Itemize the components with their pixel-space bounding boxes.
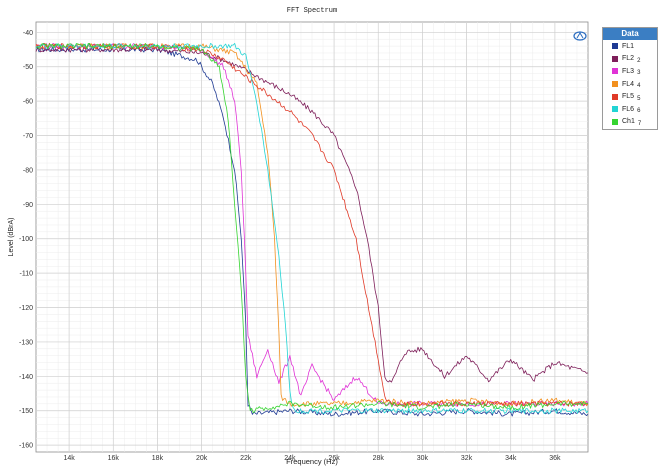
x-tick-label: 22k [240, 455, 252, 462]
legend-number: 3 [637, 70, 641, 77]
legend-number: 2 [637, 57, 641, 64]
x-tick-label: 16k [108, 455, 120, 462]
legend-number: 7 [637, 120, 642, 127]
legend-label: Ch1 [622, 118, 635, 126]
series-line-fl2 [35, 46, 589, 383]
legend-label: FL3 [622, 67, 635, 75]
legend-item[interactable]: FL3 3 [603, 65, 657, 78]
legend-item[interactable]: FL6 6 [603, 103, 657, 116]
legend-item[interactable]: Ch1 7 [603, 116, 657, 129]
x-tick-labels: 14k 16k 18k 20k 22k 24k 26k 28k 30k 32k 34k 36k [63, 455, 561, 462]
series-line-ch1 [35, 43, 589, 414]
y-tick-label: -80 [23, 167, 33, 174]
x-tick-label: 14k [63, 455, 75, 462]
y-tick-label: -70 [23, 133, 33, 140]
legend-rows: FL1 FL2 2 FL3 3 FL4 4 FL5 5 FL6 6 Ch1 7 [603, 40, 657, 128]
legend-swatch [612, 43, 618, 50]
legend-number: 5 [637, 95, 641, 102]
y-tick-labels: -40 -50 -60 -70 -80 -90 -100 -110 -120 -130 -140 -1… [19, 30, 33, 450]
y-tick-label: -130 [19, 339, 33, 346]
x-tick-label: 36k [549, 455, 561, 462]
x-tick-label: 18k [152, 455, 164, 462]
x-tick-label: 24k [284, 455, 296, 462]
legend-title: Data [603, 28, 657, 40]
y-tick-label: -60 [23, 99, 33, 106]
legend-label: FL1 [622, 42, 635, 50]
legend-swatch [612, 106, 618, 113]
minor-gridlines [36, 22, 588, 452]
y-tick-label: -100 [19, 236, 33, 243]
y-tick-label: -150 [19, 408, 33, 415]
legend-swatch [612, 55, 618, 62]
legend-item[interactable]: FL5 5 [603, 90, 657, 103]
chart-title: FFT Spectrum [287, 7, 337, 15]
y-tick-label: -40 [23, 30, 33, 37]
x-tick-label: 20k [196, 455, 208, 462]
series-lines [35, 42, 589, 417]
y-tick-label: -50 [23, 64, 33, 71]
x-tick-label: 30k [417, 455, 429, 462]
legend-swatch [612, 118, 618, 125]
y-tick-label: -160 [19, 443, 33, 450]
legend-item[interactable]: FL1 [603, 40, 657, 53]
y-tick-label: -110 [20, 271, 34, 278]
legend-label: FL5 [622, 93, 635, 101]
legend: Data FL1 FL2 2 FL3 3 FL4 4 FL5 5 FL6 6 Ch1 7 [602, 27, 658, 130]
y-tick-label: -120 [19, 305, 33, 312]
y-axis-label: Level (dBrA) [8, 218, 15, 257]
x-tick-label: 28k [373, 455, 385, 462]
x-tick-label: 26k [328, 455, 340, 462]
legend-item[interactable]: FL2 2 [603, 53, 657, 66]
x-tick-label: 32k [461, 455, 473, 462]
y-tick-label: -140 [19, 374, 33, 381]
legend-label: FL6 [622, 105, 635, 113]
legend-item[interactable]: FL4 4 [603, 78, 657, 91]
legend-swatch [612, 93, 618, 100]
legend-swatch [612, 81, 618, 88]
legend-swatch [612, 68, 618, 75]
x-tick-label: 34k [505, 455, 517, 462]
legend-number: 6 [637, 108, 641, 115]
legend-label: FL2 [622, 55, 635, 63]
legend-label: FL4 [622, 80, 635, 88]
legend-number: 4 [637, 83, 641, 90]
x-axis-label: Frequency (Hz) [286, 457, 338, 466]
y-tick-label: -90 [23, 202, 33, 209]
logo-badge-icon [573, 31, 587, 41]
